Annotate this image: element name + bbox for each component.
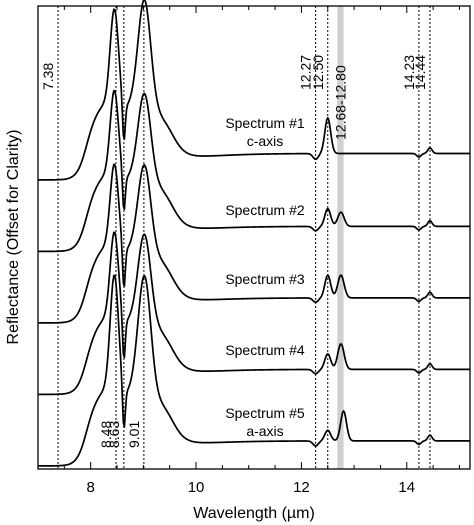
spectrum-line — [38, 163, 470, 324]
band-label: 12.68-12.80 — [332, 65, 348, 140]
spectrum-labels: Spectrum #1 c-axis Spectrum #2 Spectrum #3 S… — [225, 115, 305, 439]
marker-label: 7.38 — [40, 63, 56, 90]
x-tick-label: 10 — [188, 479, 205, 496]
spectrum-label: a-axis — [246, 423, 283, 439]
spectrum-line — [38, 89, 470, 253]
spectrum-line — [38, 231, 470, 396]
x-tick-label: 8 — [87, 479, 95, 496]
marker-label: 9.01 — [126, 421, 142, 448]
marker-label: 12.50 — [310, 55, 326, 90]
marker-label: 12.27 — [298, 55, 314, 90]
marker-label: 8.63 — [106, 421, 122, 448]
marker-label: 14.23 — [401, 55, 417, 90]
wavelength-band — [337, 6, 344, 469]
spectra-series — [37, 0, 470, 467]
x-tick-label: 12 — [293, 479, 310, 496]
spectrum-label: Spectrum #3 — [225, 271, 305, 287]
spectrum-line — [37, 0, 470, 181]
spectrum-label: c-axis — [247, 133, 284, 149]
spectrum-label: Spectrum #4 — [225, 342, 305, 358]
marker-label: 14.44 — [412, 55, 428, 90]
plot-frame — [37, 5, 471, 470]
marker-label: 8.48 — [98, 421, 114, 448]
spectrum-label: Spectrum #2 — [225, 202, 305, 218]
x-axis-title: Wavelength (µm) — [193, 505, 315, 522]
y-axis-title: Reflectance (Offset for Clarity) — [5, 130, 22, 345]
plot-background — [38, 6, 470, 469]
spectrum-label: Spectrum #5 — [225, 405, 305, 421]
spectrum-line — [38, 274, 470, 467]
spectrum-label: Spectrum #1 — [225, 115, 305, 131]
x-tick-label: 14 — [398, 479, 415, 496]
x-axis-ticks: 8 10 12 14 — [37, 6, 460, 496]
